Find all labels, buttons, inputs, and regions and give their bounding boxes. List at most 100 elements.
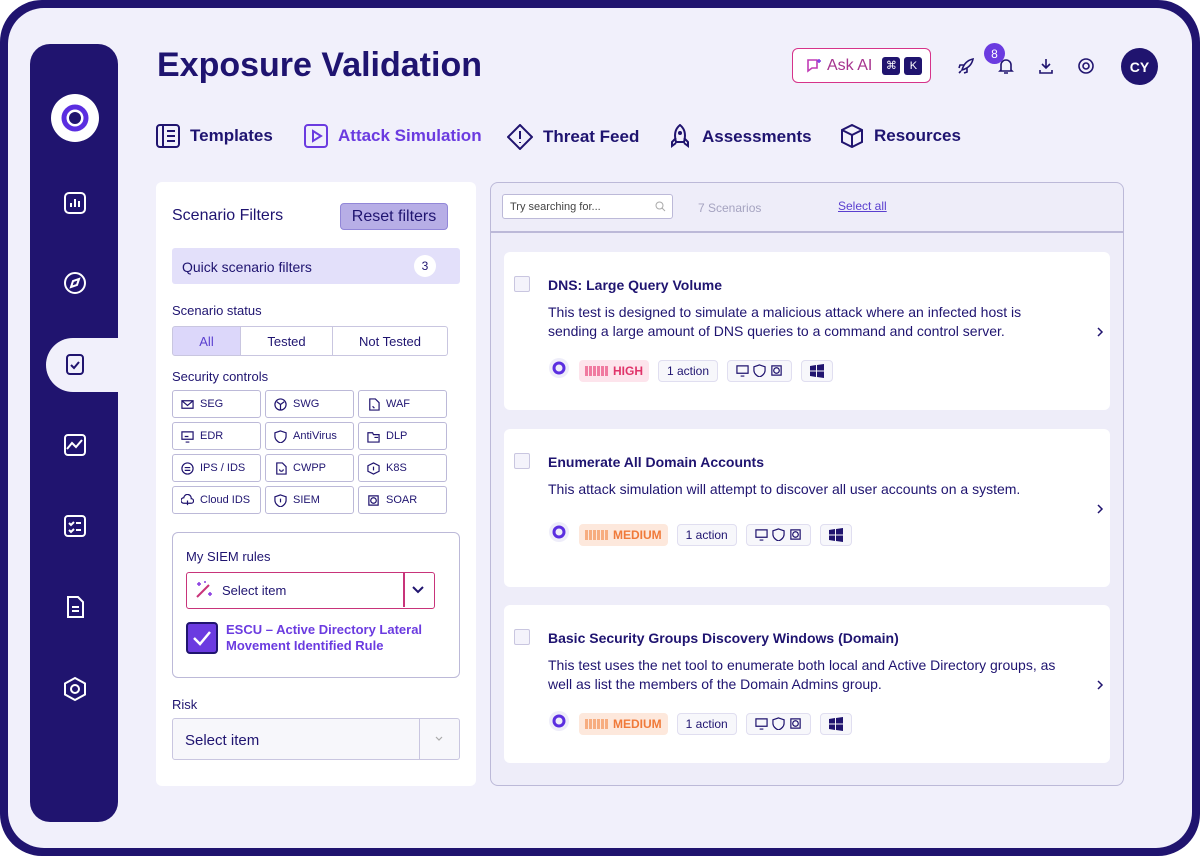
windows-icon bbox=[828, 716, 843, 731]
control-label: K8S bbox=[386, 462, 407, 474]
windows-icon bbox=[810, 363, 825, 378]
control-chip[interactable]: WAF bbox=[358, 390, 447, 418]
card-body: Basic Security Groups Discovery Windows … bbox=[548, 630, 1068, 755]
status-option[interactable]: Not Tested bbox=[332, 326, 448, 356]
section-label: Security controls bbox=[172, 369, 269, 384]
tab[interactable]: Resources bbox=[840, 124, 961, 148]
status-option[interactable]: Tested bbox=[240, 326, 333, 356]
ask-ai-button[interactable]: Ask AI ⌘ K bbox=[792, 48, 931, 83]
siem-select[interactable]: Select item bbox=[186, 572, 435, 609]
control-label: Cloud IDS bbox=[200, 494, 251, 506]
tab[interactable]: Assessments bbox=[668, 124, 812, 150]
reset-button[interactable]: Reset filters bbox=[340, 203, 448, 230]
control-icon bbox=[789, 718, 801, 729]
control-icon bbox=[274, 397, 287, 411]
control-label: DLP bbox=[386, 430, 408, 442]
control-chip[interactable]: SEG bbox=[172, 390, 261, 418]
control-icon bbox=[771, 365, 782, 376]
quick-filters[interactable]: Quick scenario filters bbox=[172, 248, 460, 284]
control-label: SOAR bbox=[386, 494, 418, 506]
tab-active[interactable]: Attack Simulation bbox=[304, 124, 482, 148]
wand-icon bbox=[196, 581, 212, 598]
control-icon bbox=[369, 397, 380, 411]
chevron-icon bbox=[1097, 327, 1104, 337]
chevron bbox=[1096, 501, 1104, 519]
card-body: DNS: Large Query Volume This test is desi… bbox=[548, 277, 1068, 402]
bell-icon[interactable] bbox=[996, 56, 1016, 76]
checkbox-checked[interactable] bbox=[186, 622, 218, 654]
avatar[interactable]: CY bbox=[1121, 48, 1158, 85]
control-icon bbox=[276, 461, 287, 475]
risk-badge: HIGH bbox=[579, 359, 649, 382]
control-label: IPS / IDS bbox=[200, 462, 246, 474]
card-title: DNS: Large Query Volume bbox=[548, 277, 723, 293]
nav-reports[interactable] bbox=[62, 594, 88, 620]
status-option[interactable]: All bbox=[172, 326, 241, 356]
nav-checklist[interactable] bbox=[62, 513, 88, 539]
help-icon[interactable] bbox=[1076, 56, 1096, 76]
risk-label: MEDIUM bbox=[613, 527, 662, 542]
risk-select[interactable]: Select item bbox=[172, 718, 460, 760]
control-chip[interactable]: Cloud IDS bbox=[172, 486, 261, 514]
source-icon bbox=[549, 711, 569, 731]
checkbox[interactable] bbox=[514, 629, 530, 645]
tab[interactable]: Templates bbox=[156, 124, 273, 148]
risk-meter bbox=[585, 529, 608, 540]
download-icon[interactable] bbox=[1036, 56, 1056, 76]
control-icon bbox=[736, 365, 749, 377]
scenario-card[interactable]: Basic Security Groups Discovery Windows … bbox=[504, 605, 1110, 763]
control-chip[interactable]: SIEM bbox=[265, 486, 354, 514]
select-all[interactable]: Select all bbox=[838, 199, 887, 213]
scenario-card[interactable]: DNS: Large Query Volume This test is desi… bbox=[504, 252, 1110, 410]
section-label: Scenario status bbox=[172, 303, 262, 318]
chevron-icon bbox=[1097, 680, 1104, 690]
filters-title: Scenario Filters bbox=[172, 207, 284, 224]
tab-label: Threat Feed bbox=[543, 127, 640, 146]
badge-row: MEDIUM 1 action bbox=[548, 710, 1068, 737]
nav-dashboard[interactable] bbox=[62, 190, 88, 216]
control-chip[interactable]: SWG bbox=[265, 390, 354, 418]
nav-trends[interactable] bbox=[62, 432, 88, 458]
tab[interactable]: Threat Feed bbox=[507, 124, 639, 150]
badge-row: MEDIUM 1 action bbox=[548, 521, 1068, 548]
checkbox[interactable] bbox=[514, 453, 530, 469]
os-badge bbox=[819, 523, 852, 546]
control-icon bbox=[367, 461, 380, 475]
control-icon bbox=[789, 529, 801, 540]
control-icon bbox=[181, 399, 194, 409]
action-badge: 1 action bbox=[676, 712, 737, 735]
risk-meter bbox=[585, 365, 608, 376]
divider bbox=[403, 573, 405, 607]
tab-label: Templates bbox=[190, 126, 273, 145]
badge-row: HIGH 1 action bbox=[548, 357, 1068, 384]
control-label: SEG bbox=[200, 398, 224, 410]
control-chip[interactable]: SOAR bbox=[358, 486, 447, 514]
control-icon bbox=[772, 528, 785, 541]
control-chip[interactable]: AntiVirus bbox=[265, 422, 354, 450]
control-label: WAF bbox=[386, 398, 411, 410]
nav-explore[interactable] bbox=[62, 270, 88, 296]
chevron bbox=[1096, 677, 1104, 695]
launch-icon[interactable] bbox=[956, 56, 976, 76]
nav-settings[interactable] bbox=[62, 676, 88, 702]
source-logo bbox=[548, 521, 570, 548]
divider bbox=[491, 231, 1123, 233]
tab-label: Resources bbox=[874, 126, 961, 145]
control-icon bbox=[753, 364, 766, 377]
control-chip[interactable]: CWPP bbox=[265, 454, 354, 482]
nav-validation[interactable] bbox=[62, 351, 88, 377]
control-chip[interactable]: IPS / IDS bbox=[172, 454, 261, 482]
source-logo bbox=[548, 357, 570, 384]
action-badge: 1 action bbox=[658, 359, 719, 382]
control-chip[interactable]: EDR bbox=[172, 422, 261, 450]
search-box[interactable]: Try searching for... bbox=[502, 194, 673, 219]
checkbox[interactable] bbox=[514, 276, 530, 292]
section-label: My SIEM rules bbox=[186, 549, 271, 564]
page-title: Exposure Validation bbox=[157, 46, 482, 84]
control-chip[interactable]: DLP bbox=[358, 422, 447, 450]
control-chip[interactable]: K8S bbox=[358, 454, 447, 482]
control-icon bbox=[755, 529, 768, 541]
scenario-card[interactable]: Enumerate All Domain Accounts This attack… bbox=[504, 429, 1110, 587]
quick-count: 3 bbox=[414, 255, 436, 277]
control-icon bbox=[181, 461, 194, 475]
